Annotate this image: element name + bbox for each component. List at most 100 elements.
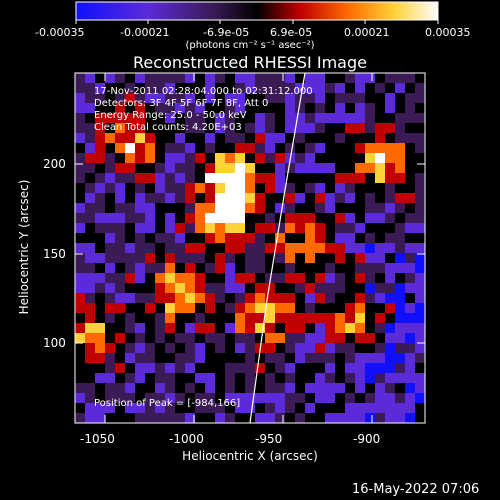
heatmap-cell xyxy=(155,153,166,164)
heatmap-cell xyxy=(205,393,216,404)
heatmap-cell xyxy=(135,253,146,264)
heatmap-cell xyxy=(225,153,236,164)
heatmap-cell xyxy=(155,133,166,144)
heatmap-cell xyxy=(135,163,146,174)
heatmap-cell xyxy=(75,113,86,124)
heatmap-cell xyxy=(295,193,306,204)
heatmap-cell xyxy=(185,323,196,334)
heatmap-cell xyxy=(325,213,336,224)
heatmap-cell xyxy=(185,153,196,164)
heatmap-cell xyxy=(415,333,426,344)
heatmap-cell xyxy=(255,163,266,174)
heatmap-cell xyxy=(285,163,296,174)
heatmap-cell xyxy=(125,333,136,344)
heatmap-cell xyxy=(135,313,146,324)
heatmap-cell xyxy=(195,273,206,284)
heatmap-cell xyxy=(385,403,396,414)
heatmap-cell xyxy=(285,313,296,324)
heatmap-cell xyxy=(125,203,136,214)
heatmap-cell xyxy=(345,153,356,164)
colorbar xyxy=(75,1,439,24)
heatmap-cell xyxy=(75,393,86,404)
heatmap-cell xyxy=(215,243,226,254)
heatmap-cell xyxy=(345,83,356,94)
heatmap-cell xyxy=(215,373,226,384)
heatmap-cell xyxy=(235,333,246,344)
heatmap-cell xyxy=(175,183,186,194)
heatmap-cell xyxy=(215,253,226,264)
colorbar-gradient xyxy=(75,1,439,21)
heatmap-cell xyxy=(365,373,376,384)
heatmap-cell xyxy=(305,233,316,244)
heatmap-cell xyxy=(255,323,266,334)
heatmap-cell xyxy=(195,343,206,354)
heatmap-cell xyxy=(175,283,186,294)
heatmap-cell xyxy=(335,313,346,324)
heatmap-cell xyxy=(335,243,346,254)
heatmap-cell xyxy=(155,213,166,224)
heatmap-cell xyxy=(235,313,246,324)
heatmap-cell xyxy=(265,193,276,204)
heatmap-cell xyxy=(195,153,206,164)
heatmap-cell xyxy=(325,153,336,164)
heatmap-cell xyxy=(245,263,256,274)
heatmap-cell xyxy=(165,123,176,134)
heatmap-cell xyxy=(415,293,426,304)
heatmap-cell xyxy=(135,173,146,184)
heatmap-cell xyxy=(385,223,396,234)
heatmap-cell xyxy=(125,253,136,264)
heatmap-cell xyxy=(355,353,366,364)
heatmap-cell xyxy=(115,203,126,214)
heatmap-cell xyxy=(415,353,426,364)
heatmap-cell xyxy=(125,213,136,224)
heatmap-cell xyxy=(225,393,236,404)
heatmap-cell xyxy=(175,203,186,214)
colorbar-tick: -0.00021 xyxy=(120,26,170,39)
heatmap-cell xyxy=(395,153,406,164)
heatmap-cell xyxy=(355,143,366,154)
heatmap-cell xyxy=(95,283,106,294)
info-clean-counts: Clean Total counts: 4.20E+03 xyxy=(94,122,242,133)
heatmap-cell xyxy=(405,153,416,164)
heatmap-cell xyxy=(355,393,366,404)
heatmap-cell xyxy=(375,143,386,154)
heatmap-cell xyxy=(345,403,356,414)
heatmap-cell xyxy=(325,413,336,424)
heatmap-cell xyxy=(285,323,296,334)
heatmap-cell xyxy=(385,93,396,104)
heatmap-cell xyxy=(185,273,196,284)
heatmap-cell xyxy=(75,73,86,84)
heatmap-cell xyxy=(195,283,206,294)
heatmap-cell xyxy=(235,273,246,284)
heatmap-cell xyxy=(145,333,156,344)
heatmap-cell xyxy=(265,83,276,94)
heatmap-cell xyxy=(325,323,336,334)
heatmap-cell xyxy=(215,123,226,134)
heatmap-cell xyxy=(305,243,316,254)
heatmap-cell xyxy=(405,143,416,154)
heatmap-cell xyxy=(205,293,216,304)
heatmap-cell xyxy=(215,183,226,194)
heatmap-cell xyxy=(395,193,406,204)
heatmap-cell xyxy=(285,273,296,284)
heatmap-cell xyxy=(155,233,166,244)
heatmap-cell xyxy=(95,193,106,204)
heatmap-cell xyxy=(375,163,386,174)
heatmap-cell xyxy=(285,293,296,304)
heatmap-cell xyxy=(415,113,426,124)
heatmap-cell xyxy=(385,353,396,364)
heatmap-cell xyxy=(345,393,356,404)
heatmap-cell xyxy=(245,303,256,314)
heatmap-cell xyxy=(285,213,296,224)
heatmap-cell xyxy=(75,263,86,274)
heatmap-cell xyxy=(165,113,176,124)
heatmap-cell xyxy=(335,153,346,164)
heatmap-cell xyxy=(205,153,216,164)
heatmap-cell xyxy=(225,73,236,84)
heatmap-cell xyxy=(305,353,316,364)
heatmap-cell xyxy=(385,183,396,194)
heatmap-cell xyxy=(225,83,236,94)
heatmap-cell xyxy=(345,253,356,264)
heatmap-cell xyxy=(115,83,126,94)
heatmap-cell xyxy=(275,363,286,374)
